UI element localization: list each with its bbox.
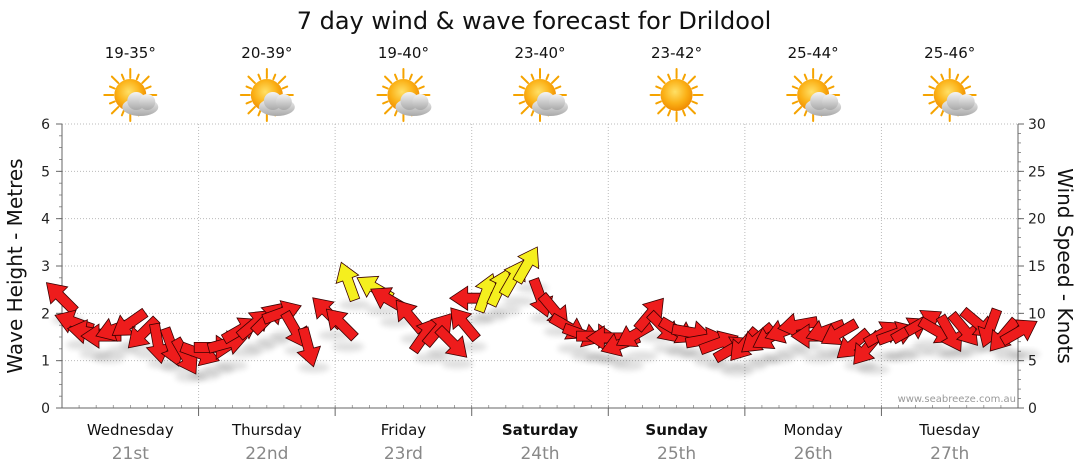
wind-arrow: [512, 246, 540, 285]
sun-cloud-icon: [376, 68, 432, 122]
y-tick-left-label: 3: [41, 259, 50, 275]
wind-arrow-shadow: [297, 362, 330, 373]
y-tick-right-label: 0: [1028, 401, 1037, 417]
y-tick-left-label: 1: [41, 354, 50, 370]
y-tick-right-label: 30: [1028, 117, 1046, 133]
wind-arrow-shadow: [1008, 349, 1040, 360]
wind-arrow-shadow: [215, 360, 248, 371]
wind-arrow: [280, 309, 308, 349]
wind-arrow-shadow: [489, 305, 522, 316]
temperature-range: 19-35°: [105, 44, 156, 62]
wind-arrow-shadow: [338, 300, 371, 311]
sun-cloud-icon: [922, 68, 978, 122]
wind-arrow: [450, 307, 481, 343]
day-name: Saturday: [502, 421, 579, 439]
wind-arrow: [999, 319, 1038, 347]
y-tick-left-label: 5: [41, 164, 50, 180]
weather-row: 19-35° 20-39° 19-40° 23-40° 23-42° 25-44° 25-4…: [103, 44, 978, 122]
sun-cloud-icon: [513, 68, 568, 122]
y-tick-left-label: 0: [41, 401, 50, 417]
y-tick-right-label: 5: [1028, 354, 1037, 370]
y-tick-left-label: 4: [41, 212, 50, 228]
y-tick-right-label: 15: [1028, 259, 1046, 275]
wind-arrow-shadow: [789, 341, 822, 352]
wind-arrow-shadow: [379, 317, 412, 328]
day-name: Sunday: [645, 421, 708, 439]
wind-arrow-shadow: [611, 360, 644, 371]
y-tick-right-label: 20: [1028, 212, 1046, 228]
temperature-range: 23-42°: [651, 44, 702, 62]
day-date: 23rd: [384, 444, 423, 464]
temperature-range: 19-40°: [378, 44, 429, 62]
wind-arrow: [335, 261, 361, 303]
wind-arrow: [434, 324, 468, 358]
temperature-range: 20-39°: [241, 44, 292, 62]
day-labels: Wednesday 21st Thursday 22nd Friday 23rd Satur…: [87, 421, 980, 464]
temperature-range: 25-44°: [788, 44, 839, 62]
sun-cloud-icon: [239, 68, 295, 122]
wind-arrow-shadow: [331, 341, 364, 352]
day-date: 21st: [112, 444, 149, 464]
wind-series: [45, 246, 1040, 382]
y-tick-right-label: 10: [1028, 306, 1046, 322]
day-date: 26th: [794, 444, 833, 464]
chart-title: 7 day wind & wave forecast for Drildool: [297, 7, 772, 35]
y-tick-left-label: 2: [41, 306, 50, 322]
day-date: 22nd: [245, 444, 288, 464]
day-name: Wednesday: [87, 421, 174, 439]
credit-text: www.seabreeze.com.au: [898, 394, 1016, 405]
wind-arrow-shadow: [441, 358, 474, 369]
wind-arrow-shadow: [92, 353, 125, 364]
sun-icon: [649, 68, 704, 122]
day-date: 25th: [657, 444, 696, 464]
day-name: Monday: [784, 421, 843, 439]
axes: 0 1 2 3 4 5 6 0 5 10 15 20 25 30: [41, 117, 1046, 417]
grid: [62, 123, 1018, 408]
temperature-range: 25-46°: [924, 44, 975, 62]
wind-arrow-shadow: [857, 364, 890, 375]
day-name: Tuesday: [918, 421, 980, 439]
wind-arrow-shadow: [366, 305, 399, 316]
day-name: Friday: [381, 421, 427, 439]
sun-cloud-icon: [786, 68, 842, 122]
wind-arrow-shadow: [898, 347, 931, 358]
y-axis-label-left: Wave Height - Metres: [3, 158, 27, 373]
y-axis-label-right: Wind Speed - Knots: [1053, 168, 1077, 364]
wind-arrow-shadow: [502, 296, 535, 307]
y-tick-right-label: 25: [1028, 164, 1046, 180]
day-date: 27th: [930, 444, 969, 464]
wind-arrow: [296, 326, 322, 368]
sun-cloud-icon: [103, 68, 159, 122]
wind-arrow-shadow: [625, 351, 658, 362]
temperature-range: 23-40°: [514, 44, 565, 62]
day-date: 24th: [520, 444, 559, 464]
day-name: Thursday: [231, 421, 302, 439]
wind-arrow: [325, 308, 359, 342]
wind-arrow-shadow: [318, 330, 351, 341]
y-tick-left-label: 6: [41, 117, 50, 133]
